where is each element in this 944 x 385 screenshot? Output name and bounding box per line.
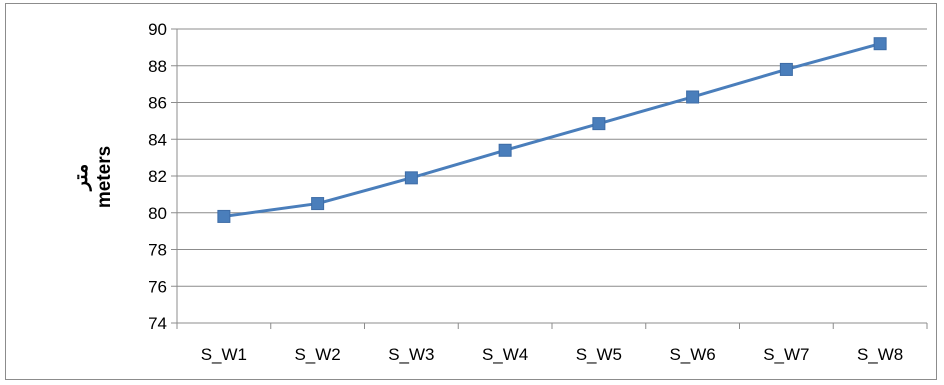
series-layer bbox=[217, 37, 887, 223]
y-tick-label: 88 bbox=[148, 57, 167, 76]
x-tick-label: S_W3 bbox=[388, 345, 434, 364]
y-tick-label: 80 bbox=[148, 204, 167, 223]
x-axis-ticks: S_W1 S_W2 S_W3 S_W4 S_W5 S_W6 S_W7 S_W8 bbox=[201, 345, 904, 364]
y-tick-label: 84 bbox=[148, 130, 167, 149]
series-line bbox=[223, 42, 881, 218]
x-tick-label: S_W5 bbox=[576, 345, 622, 364]
x-tick-label: S_W6 bbox=[669, 345, 715, 364]
y-axis-label-group: meters متر bbox=[71, 146, 115, 208]
data-point-marker bbox=[217, 209, 231, 223]
y-tick-label: 76 bbox=[148, 277, 167, 296]
y-tick-label: 74 bbox=[148, 314, 167, 333]
data-point-marker bbox=[686, 90, 700, 104]
x-tick-label: S_W4 bbox=[482, 345, 528, 364]
y-tick-label: 78 bbox=[148, 241, 167, 260]
x-tick-label: S_W2 bbox=[294, 345, 340, 364]
data-point-marker bbox=[779, 62, 793, 76]
data-point-marker bbox=[873, 37, 887, 51]
y-tick-label: 90 bbox=[148, 20, 167, 39]
y-axis-ticks: 74 76 78 80 82 84 86 88 90 bbox=[148, 20, 167, 333]
data-point-marker bbox=[311, 197, 325, 211]
gridlines bbox=[177, 28, 927, 287]
x-tick-label: S_W8 bbox=[857, 345, 903, 364]
axes bbox=[171, 28, 928, 329]
x-tick-label: S_W1 bbox=[201, 345, 247, 364]
y-axis-label: meters bbox=[94, 146, 115, 208]
data-point-marker bbox=[404, 171, 418, 185]
data-point-marker bbox=[592, 117, 606, 131]
data-point-marker bbox=[498, 143, 512, 157]
y-tick-label: 86 bbox=[148, 94, 167, 113]
y-tick-label: 82 bbox=[148, 167, 167, 186]
x-tick-label: S_W7 bbox=[763, 345, 809, 364]
y-axis-label-arabic: متر bbox=[71, 164, 92, 192]
